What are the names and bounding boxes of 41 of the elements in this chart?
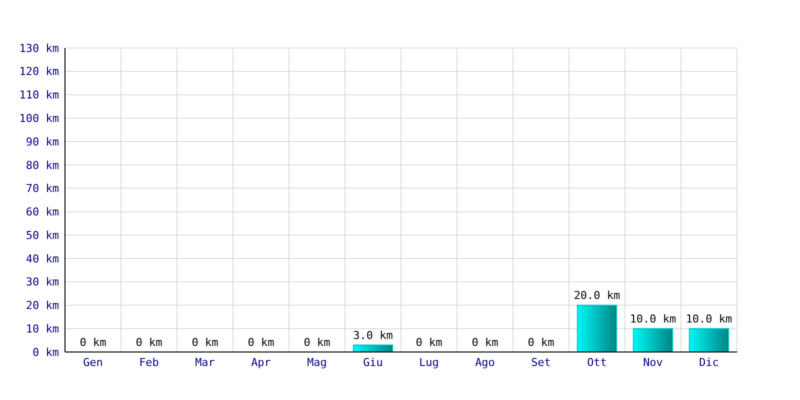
- y-tick-label: 110 km: [19, 88, 60, 102]
- data-label: 0 km: [192, 336, 219, 349]
- x-tick-label: Apr: [251, 356, 272, 369]
- y-tick-label: 70 km: [26, 182, 60, 196]
- data-label: 3.0 km: [353, 328, 394, 342]
- x-tick-label: Dic: [699, 356, 719, 369]
- bar: [688, 328, 730, 352]
- y-tick-label: 20 km: [26, 299, 60, 312]
- y-tick-label: 80 km: [26, 158, 60, 172]
- y-tick-label: 60 km: [26, 206, 60, 219]
- data-label: 0 km: [80, 336, 107, 349]
- x-tick-label: Mar: [195, 356, 216, 369]
- x-tick-label: Gen: [83, 356, 103, 369]
- data-label: 0 km: [248, 336, 275, 349]
- y-tick-label: 50 km: [26, 228, 60, 242]
- data-label: 10.0 km: [686, 312, 733, 326]
- x-tick-label: Feb: [139, 356, 159, 369]
- x-tick-label: Nov: [643, 356, 664, 369]
- bar: [576, 304, 618, 352]
- x-tick-label: Ago: [475, 356, 495, 369]
- data-label: 0 km: [472, 336, 499, 349]
- y-tick-label: 120 km: [19, 65, 60, 78]
- data-label: 0 km: [528, 336, 555, 349]
- bar: [632, 328, 674, 352]
- data-label: 0 km: [304, 336, 331, 349]
- y-tick-label: 90 km: [26, 135, 60, 148]
- data-label: 20.0 km: [574, 289, 621, 302]
- data-label: 0 km: [136, 336, 163, 349]
- y-tick-label: 130 km: [19, 42, 60, 55]
- data-label: 10.0 km: [630, 312, 677, 326]
- y-tick-label: 40 km: [26, 252, 60, 266]
- x-tick-label: Lug: [419, 356, 439, 369]
- y-tick-label: 100 km: [19, 112, 60, 126]
- y-tick-label: 30 km: [26, 276, 60, 289]
- x-tick-label: Ott: [587, 356, 607, 369]
- y-tick-label: 10 km: [26, 322, 60, 336]
- y-tick-label: 0 km: [32, 346, 60, 359]
- x-tick-label: Giu: [363, 356, 383, 369]
- x-tick-label: Mag: [307, 356, 327, 369]
- data-label: 0 km: [416, 336, 443, 349]
- x-tick-label: Set: [531, 356, 551, 369]
